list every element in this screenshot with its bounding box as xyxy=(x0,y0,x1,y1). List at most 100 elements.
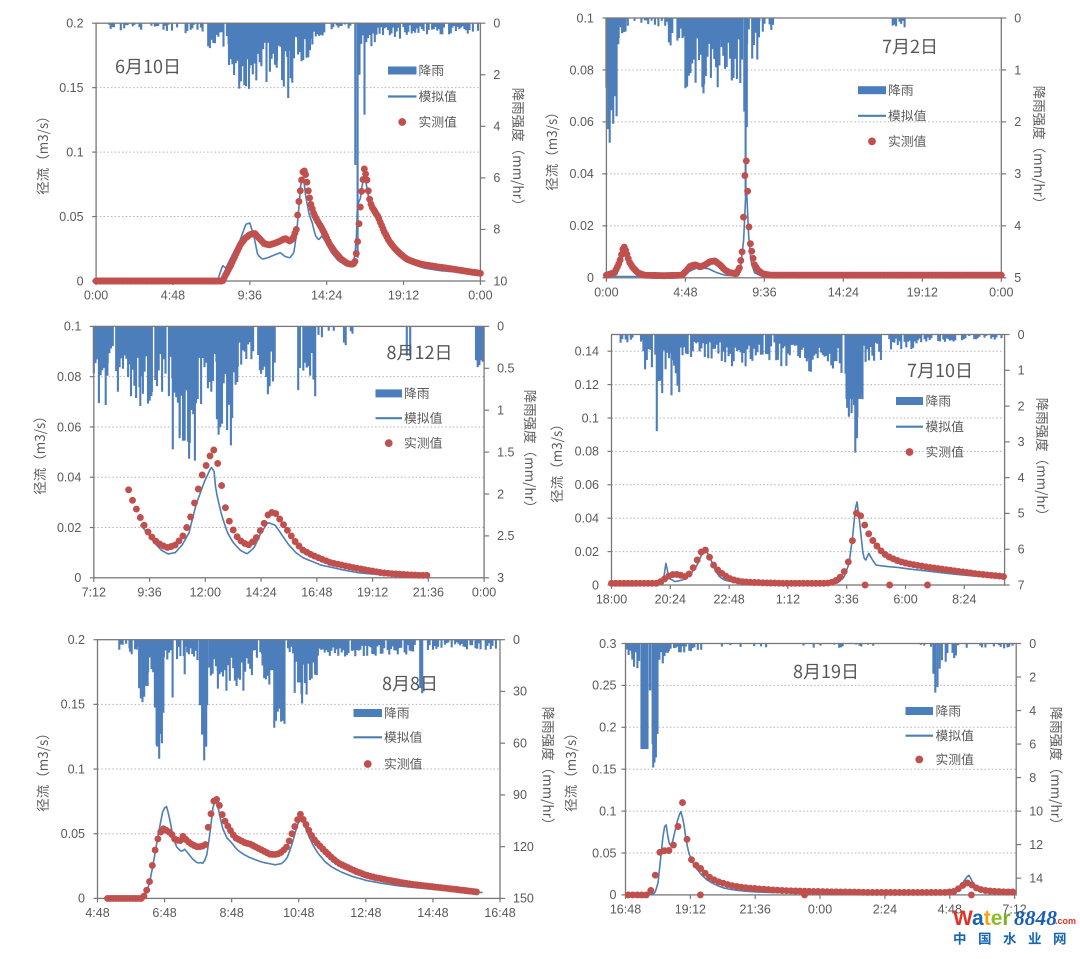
svg-text:3:36: 3:36 xyxy=(835,593,859,607)
svg-text:8:24: 8:24 xyxy=(952,593,976,607)
svg-text:4: 4 xyxy=(1014,219,1021,233)
svg-text:Water: Water xyxy=(953,907,1011,930)
svg-text:0: 0 xyxy=(592,578,599,592)
svg-text:2: 2 xyxy=(497,487,504,501)
svg-text:14:24: 14:24 xyxy=(828,285,859,299)
svg-text:0: 0 xyxy=(610,888,617,902)
svg-text:10: 10 xyxy=(1029,804,1043,818)
svg-text:16:48: 16:48 xyxy=(484,906,515,920)
svg-text:0.2: 0.2 xyxy=(599,721,616,735)
svg-text:.com: .com xyxy=(1055,916,1076,926)
svg-text:0.05: 0.05 xyxy=(61,827,85,841)
svg-text:0.1: 0.1 xyxy=(66,145,83,159)
svg-text:4:48: 4:48 xyxy=(938,902,962,916)
svg-text:6:48: 6:48 xyxy=(152,906,176,920)
svg-text:0.2: 0.2 xyxy=(66,17,83,31)
svg-text:0.12: 0.12 xyxy=(575,378,599,392)
svg-text:0.04: 0.04 xyxy=(57,471,81,485)
svg-text:0.15: 0.15 xyxy=(59,81,83,95)
svg-text:0: 0 xyxy=(513,633,520,647)
svg-text:8: 8 xyxy=(493,223,500,237)
svg-text:8:48: 8:48 xyxy=(219,906,243,920)
svg-text:0.1: 0.1 xyxy=(68,762,85,776)
svg-text:8848: 8848 xyxy=(1014,906,1057,930)
svg-text:2:24: 2:24 xyxy=(873,902,897,916)
svg-text:0.04: 0.04 xyxy=(570,167,594,181)
svg-text:1:12: 1:12 xyxy=(776,593,800,607)
svg-text:0.08: 0.08 xyxy=(575,445,599,459)
svg-text:1.5: 1.5 xyxy=(497,445,514,459)
svg-text:9:36: 9:36 xyxy=(238,289,262,303)
svg-text:1: 1 xyxy=(497,404,504,418)
svg-text:90: 90 xyxy=(513,788,527,802)
svg-text:0:00: 0:00 xyxy=(84,289,108,303)
svg-text:19:12: 19:12 xyxy=(907,285,938,299)
svg-text:14:24: 14:24 xyxy=(311,289,342,303)
svg-text:2: 2 xyxy=(1029,670,1036,684)
svg-text:60: 60 xyxy=(513,736,527,750)
svg-text:4:48: 4:48 xyxy=(85,906,109,920)
svg-text:16:48: 16:48 xyxy=(301,585,332,599)
svg-text:0.08: 0.08 xyxy=(57,370,81,384)
svg-text:14:24: 14:24 xyxy=(245,585,276,599)
svg-text:7:12: 7:12 xyxy=(82,585,106,599)
svg-text:12: 12 xyxy=(1029,838,1043,852)
svg-text:0.1: 0.1 xyxy=(64,320,81,334)
svg-text:0: 0 xyxy=(493,17,500,31)
svg-text:0: 0 xyxy=(587,271,594,285)
svg-text:2.5: 2.5 xyxy=(497,529,514,543)
svg-text:0.1: 0.1 xyxy=(599,804,616,818)
svg-text:0.05: 0.05 xyxy=(592,846,616,860)
svg-text:2: 2 xyxy=(493,68,500,82)
svg-text:150: 150 xyxy=(513,892,534,906)
svg-text:18:00: 18:00 xyxy=(596,593,627,607)
svg-text:0.06: 0.06 xyxy=(575,478,599,492)
svg-text:22:48: 22:48 xyxy=(713,593,744,607)
svg-text:0: 0 xyxy=(1018,328,1025,342)
svg-text:5: 5 xyxy=(1018,507,1025,521)
svg-text:2: 2 xyxy=(1014,115,1021,129)
svg-text:0: 0 xyxy=(78,892,85,906)
svg-text:0.02: 0.02 xyxy=(570,219,594,233)
svg-text:0.3: 0.3 xyxy=(599,637,616,651)
svg-text:0: 0 xyxy=(77,274,84,288)
svg-text:6: 6 xyxy=(1018,543,1025,557)
svg-text:19:12: 19:12 xyxy=(388,289,419,303)
svg-text:14: 14 xyxy=(1029,871,1043,885)
svg-text:3: 3 xyxy=(497,571,504,585)
svg-text:10: 10 xyxy=(493,274,507,288)
svg-text:0.02: 0.02 xyxy=(575,545,599,559)
svg-text:0.1: 0.1 xyxy=(582,411,599,425)
svg-text:16:48: 16:48 xyxy=(610,902,641,916)
svg-text:0:00: 0:00 xyxy=(468,289,492,303)
svg-text:20:24: 20:24 xyxy=(655,593,686,607)
svg-text:3: 3 xyxy=(1014,167,1021,181)
svg-text:0:00: 0:00 xyxy=(472,585,496,599)
svg-text:0:00: 0:00 xyxy=(594,285,618,299)
svg-text:14:48: 14:48 xyxy=(417,906,448,920)
svg-text:0: 0 xyxy=(74,571,81,585)
svg-text:4: 4 xyxy=(1018,471,1025,485)
svg-text:12:00: 12:00 xyxy=(190,585,221,599)
svg-text:8: 8 xyxy=(1029,771,1036,785)
svg-text:21:36: 21:36 xyxy=(413,585,444,599)
svg-text:19:12: 19:12 xyxy=(357,585,388,599)
svg-text:6: 6 xyxy=(493,171,500,185)
svg-text:4: 4 xyxy=(493,120,500,134)
svg-text:10:48: 10:48 xyxy=(283,906,314,920)
svg-text:5: 5 xyxy=(1014,271,1021,285)
svg-text:9:36: 9:36 xyxy=(752,285,776,299)
svg-text:0.08: 0.08 xyxy=(570,63,594,77)
svg-text:30: 30 xyxy=(513,685,527,699)
svg-text:0.15: 0.15 xyxy=(61,698,85,712)
svg-text:0.02: 0.02 xyxy=(57,521,81,535)
svg-text:0.5: 0.5 xyxy=(497,362,514,376)
svg-text:0: 0 xyxy=(1014,11,1021,25)
svg-text:12:48: 12:48 xyxy=(350,906,381,920)
svg-text:21:36: 21:36 xyxy=(740,902,771,916)
svg-text:0.1: 0.1 xyxy=(577,11,594,25)
svg-text:0:00: 0:00 xyxy=(989,285,1013,299)
svg-text:0: 0 xyxy=(1029,637,1036,651)
svg-text:0.15: 0.15 xyxy=(592,763,616,777)
svg-text:19:12: 19:12 xyxy=(675,902,706,916)
